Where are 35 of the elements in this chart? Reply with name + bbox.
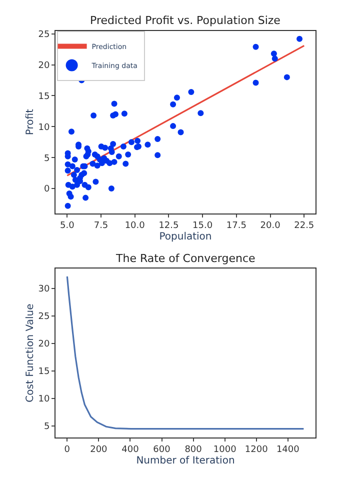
x-tick-label: 15.0 bbox=[192, 221, 213, 232]
x-tick-label: 17.5 bbox=[226, 221, 246, 232]
line-series bbox=[66, 276, 304, 430]
x-tick-label: 1000 bbox=[213, 445, 237, 456]
y-tick-label: 25 bbox=[38, 30, 50, 40]
chart-title: The Rate of Convergence bbox=[115, 252, 256, 265]
x-tick-label: 5.0 bbox=[60, 221, 75, 232]
x-tick-label: 0 bbox=[64, 445, 70, 456]
x-tick-label: 600 bbox=[153, 445, 171, 456]
y-tick-label: 5 bbox=[44, 422, 50, 432]
x-tick-label: 10.0 bbox=[124, 221, 146, 232]
y-axis-title: Cost Function Value bbox=[25, 304, 36, 402]
x-tick-label: 200 bbox=[90, 445, 108, 456]
y-tick-label: 15 bbox=[38, 367, 50, 378]
x-tick-label: 20.0 bbox=[260, 221, 281, 232]
y-tick-label: 20 bbox=[38, 340, 50, 350]
y-tick-label: 20 bbox=[38, 60, 50, 71]
x-tick-label: 400 bbox=[122, 445, 140, 456]
x-tick-label: 22.5 bbox=[294, 221, 314, 232]
x-tick-label: 800 bbox=[184, 445, 202, 456]
x-tick-label: 1200 bbox=[244, 445, 268, 456]
x-tick-label: 1400 bbox=[276, 445, 300, 456]
y-axis-title: Profit bbox=[25, 108, 36, 136]
y-tick-label: 5 bbox=[44, 154, 50, 164]
x-axis-title: Population bbox=[159, 232, 212, 243]
y-tick-label: 10 bbox=[38, 394, 50, 405]
y-tick-label: 0 bbox=[44, 184, 50, 195]
y-tick-label: 25 bbox=[38, 312, 50, 322]
x-axis-title: Number of Iteration bbox=[136, 456, 235, 467]
y-tick-label: 10 bbox=[38, 122, 50, 133]
y-tick-label: 15 bbox=[38, 92, 50, 102]
y-tick-label: 30 bbox=[38, 284, 50, 295]
x-tick-label: 7.5 bbox=[94, 221, 108, 232]
x-tick-label: 12.5 bbox=[158, 221, 179, 232]
chart-title: Predicted Profit vs. Population Size bbox=[90, 14, 281, 27]
